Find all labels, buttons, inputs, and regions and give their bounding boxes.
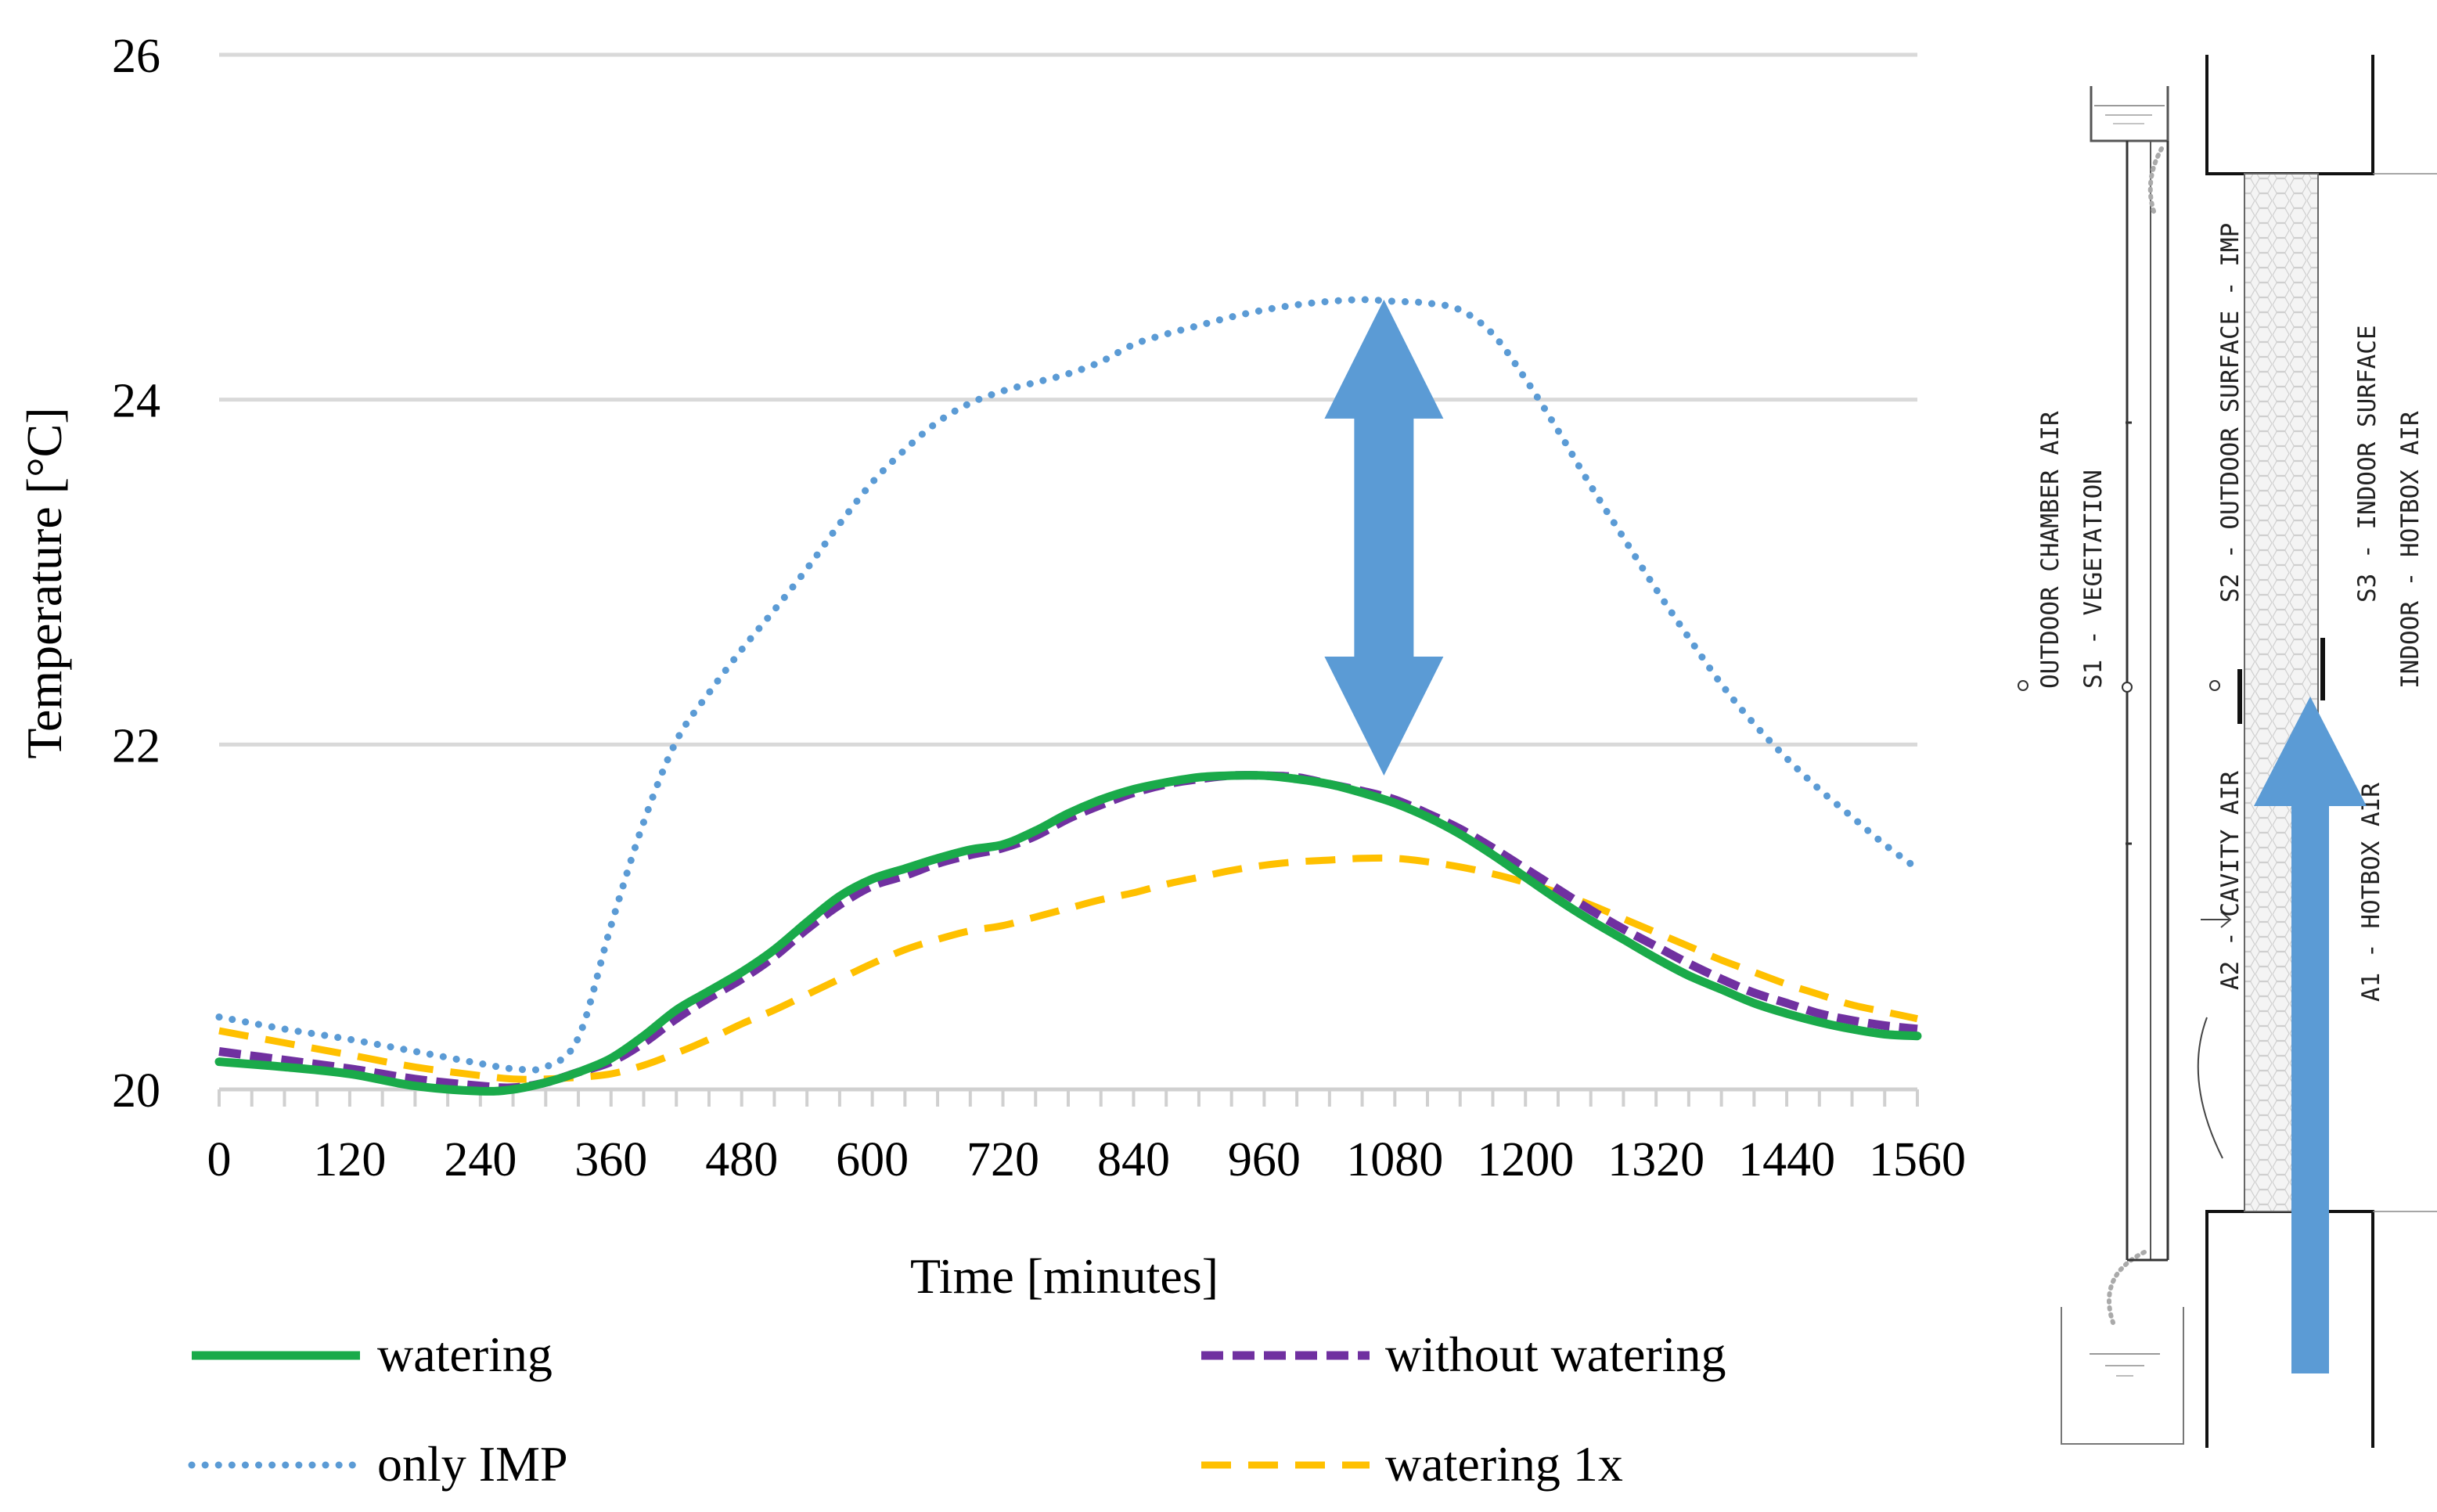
label-s3-indoor-surface: S3 - INDOOR SURFACE xyxy=(2353,325,2381,603)
legend-label-watering-1x: watering 1x xyxy=(1385,1436,1623,1492)
legend-label-watering: watering xyxy=(377,1327,553,1382)
y-tick-label: 20 xyxy=(112,1064,160,1118)
label-s1-vegetation: S1 - VEGETATION xyxy=(2079,470,2108,689)
x-tick-label: 360 xyxy=(574,1133,647,1186)
x-tick-label: 120 xyxy=(313,1133,386,1186)
x-tick-label: 1560 xyxy=(1869,1133,1966,1186)
series-lines xyxy=(214,296,1922,1096)
x-tick-label: 840 xyxy=(1097,1133,1170,1186)
x-tick-label: 720 xyxy=(967,1133,1039,1186)
legend-label-without-watering: without watering xyxy=(1385,1327,1726,1382)
series-line-without-watering xyxy=(218,771,1918,1093)
y-tick-label: 22 xyxy=(112,719,160,772)
label-s2-outdoor-surface: S2 - OUTDOOR SURFACE - IMP xyxy=(2216,223,2244,603)
x-tick-label: 600 xyxy=(836,1133,909,1186)
plot-area: 0 120 240 360 480 600 720 840 960 1080 1200 1320 144… xyxy=(112,30,1966,1186)
legend-label-only-imp: only IMP xyxy=(377,1436,568,1492)
y-tick-labels: 20 22 24 26 xyxy=(112,30,160,1118)
x-tick-label: 1320 xyxy=(1607,1133,1704,1186)
upper-water-tank xyxy=(2090,86,2169,142)
label-a1-hotbox-air: A1 - HOTBOX AIR xyxy=(2357,783,2385,1002)
x-tick-label: 960 xyxy=(1228,1133,1301,1186)
series-line-only-imp xyxy=(215,296,1921,1074)
gridlines xyxy=(219,52,1917,747)
y-tick-label: 24 xyxy=(112,375,160,428)
x-axis: 0 120 240 360 480 600 720 840 960 1080 1200 1320 144… xyxy=(207,1087,1966,1186)
legend: watering without watering only IMP water… xyxy=(188,1327,1726,1492)
series-line-watering-1x xyxy=(218,854,1918,1083)
lower-water-tank xyxy=(2061,1250,2184,1445)
heat-flow-arrow xyxy=(2254,697,2367,1373)
vegetation-panel xyxy=(2122,141,2169,1262)
x-tick-label: 1200 xyxy=(1477,1133,1574,1186)
wall-section-diagram: OUTDOOR CHAMBER AIR S1 - VEGETATION A2 -… xyxy=(2018,55,2437,1448)
y-axis-title: Temperature [°C] xyxy=(16,407,72,758)
x-tick-label: 240 xyxy=(444,1133,517,1186)
x-tick-label: 480 xyxy=(705,1133,778,1186)
annotations xyxy=(1324,299,1444,776)
y-tick-label: 26 xyxy=(112,30,160,83)
x-tick-label: 1080 xyxy=(1346,1133,1443,1186)
double-arrow-annotation xyxy=(1324,299,1444,776)
x-tick-label: 1440 xyxy=(1738,1133,1835,1186)
label-a2-cavity-air: A2 - CAVITY AIR xyxy=(2216,771,2244,990)
x-tick-label: 0 xyxy=(207,1133,232,1186)
series-line-watering xyxy=(214,771,1922,1096)
label-indoor-hotbox-air: INDOOR - HOTBOX AIR xyxy=(2396,411,2424,689)
x-axis-title: Time [minutes] xyxy=(910,1248,1218,1304)
label-outdoor-chamber-air: OUTDOOR CHAMBER AIR xyxy=(2036,411,2064,689)
